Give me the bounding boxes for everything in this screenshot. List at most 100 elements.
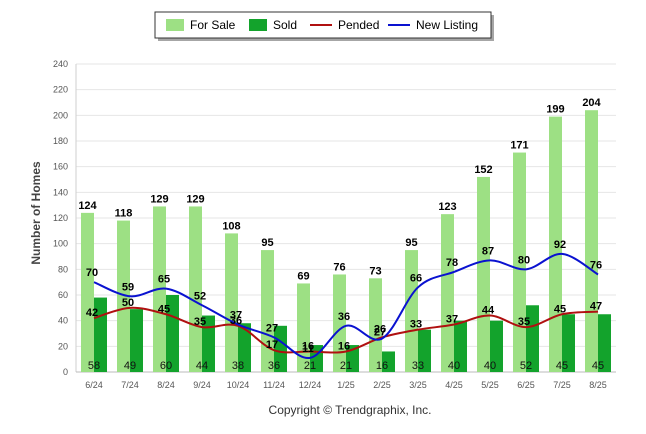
sold-bar bbox=[490, 320, 503, 372]
for-sale-bar bbox=[297, 283, 310, 372]
y-tick-label: 80 bbox=[58, 264, 68, 274]
sold-label: 60 bbox=[160, 360, 172, 372]
pended-label: 35 bbox=[194, 316, 206, 328]
new-listing-label: 92 bbox=[554, 239, 566, 251]
pended-label: 50 bbox=[122, 297, 134, 309]
x-tick-label: 11/24 bbox=[263, 380, 285, 390]
for-sale-bar bbox=[477, 176, 490, 372]
for-sale-label: 199 bbox=[546, 104, 564, 116]
legend-pended-text: Pended bbox=[338, 18, 379, 32]
x-tick-label: 4/25 bbox=[445, 380, 463, 390]
pended-label: 27 bbox=[374, 326, 386, 338]
pended-label: 42 bbox=[86, 307, 98, 319]
for-sale-label: 171 bbox=[510, 140, 528, 152]
copyright: Copyright © Trendgraphix, Inc. bbox=[269, 403, 432, 417]
lines bbox=[93, 252, 599, 359]
for-sale-label: 76 bbox=[333, 261, 345, 273]
for-sale-bar bbox=[225, 233, 238, 372]
for-sale-label: 124 bbox=[78, 200, 97, 212]
for-sale-bar bbox=[117, 220, 130, 372]
axes: 0 20 40 60 80 100 120 140 160 180 200 220 240 6/24 7/2… bbox=[53, 59, 616, 390]
for-sale-label: 69 bbox=[297, 270, 309, 282]
x-tick-label: 6/24 bbox=[85, 380, 103, 390]
x-tick-label: 3/25 bbox=[409, 380, 427, 390]
x-tick-label: 7/24 bbox=[121, 380, 139, 390]
for-sale-label: 95 bbox=[261, 237, 273, 249]
for-sale-bar bbox=[441, 214, 454, 372]
for-sale-bar bbox=[369, 278, 382, 372]
y-tick-label: 100 bbox=[53, 239, 68, 249]
for-sale-bar bbox=[261, 250, 274, 372]
y-tick-label: 160 bbox=[53, 162, 68, 172]
x-tick-label: 1/25 bbox=[337, 380, 355, 390]
data-labels: 124 118 129 129 108 95 69 76 73 95 123 152 171 199 204… bbox=[78, 97, 604, 372]
for-sale-label: 73 bbox=[369, 265, 381, 277]
new-listing-label: 52 bbox=[194, 290, 206, 302]
new-listing-label: 78 bbox=[446, 257, 458, 269]
sold-bar bbox=[526, 305, 539, 372]
y-tick-label: 40 bbox=[58, 316, 68, 326]
new-listing-label: 11 bbox=[302, 343, 314, 355]
for-sale-bar bbox=[189, 206, 202, 372]
new-listing-label: 70 bbox=[86, 267, 98, 279]
pended-label: 47 bbox=[590, 301, 602, 313]
new-listing-label: 37 bbox=[230, 310, 242, 322]
for-sale-bar bbox=[405, 250, 418, 372]
x-tick-label: 6/25 bbox=[517, 380, 535, 390]
sold-label: 16 bbox=[376, 360, 388, 372]
sold-bar bbox=[454, 320, 467, 372]
sold-label: 38 bbox=[232, 360, 244, 372]
new-listing-label: 65 bbox=[158, 274, 170, 286]
y-tick-label: 0 bbox=[63, 367, 68, 377]
sold-label: 36 bbox=[268, 360, 280, 372]
pended-label: 36 bbox=[230, 315, 242, 327]
sold-label: 21 bbox=[304, 360, 316, 372]
pended-label: 17 bbox=[266, 339, 278, 351]
for-sale-bar bbox=[585, 110, 598, 372]
new-listing-label: 87 bbox=[482, 245, 494, 257]
sold-label: 45 bbox=[556, 360, 568, 372]
legend-for-sale-text: For Sale bbox=[190, 18, 236, 32]
sold-label: 21 bbox=[340, 360, 352, 372]
new-listing-label: 59 bbox=[122, 281, 134, 293]
for-sale-label: 204 bbox=[582, 97, 601, 109]
sold-bar bbox=[130, 309, 143, 372]
for-sale-label: 118 bbox=[115, 208, 133, 220]
sold-label: 52 bbox=[520, 360, 532, 372]
pended-label: 44 bbox=[482, 305, 495, 317]
pended-label: 35 bbox=[518, 316, 530, 328]
for-sale-label: 129 bbox=[186, 193, 204, 205]
bars bbox=[81, 110, 611, 372]
pended-label: 16 bbox=[302, 340, 314, 352]
for-sale-bar bbox=[549, 116, 562, 372]
y-tick-label: 60 bbox=[58, 290, 68, 300]
x-tick-label: 2/25 bbox=[373, 380, 391, 390]
sold-label: 45 bbox=[592, 360, 604, 372]
sold-bar bbox=[562, 314, 575, 372]
sold-label: 40 bbox=[484, 360, 496, 372]
legend-for-sale-swatch bbox=[166, 19, 184, 31]
sold-bar bbox=[598, 314, 611, 372]
pended-label: 45 bbox=[158, 303, 170, 315]
new-listing-line bbox=[93, 252, 599, 359]
y-tick-label: 180 bbox=[53, 136, 68, 146]
sold-bar bbox=[346, 345, 359, 372]
pended-label: 33 bbox=[410, 319, 422, 331]
y-tick-label: 20 bbox=[58, 341, 68, 351]
y-tick-label: 140 bbox=[53, 187, 68, 197]
for-sale-bar bbox=[81, 212, 94, 372]
pended-line bbox=[93, 306, 599, 354]
sold-label: 40 bbox=[448, 360, 460, 372]
x-tick-label: 5/25 bbox=[481, 380, 499, 390]
y-tick-label: 200 bbox=[53, 110, 68, 120]
new-listing-label: 36 bbox=[338, 311, 350, 323]
x-tick-label: 9/24 bbox=[193, 380, 211, 390]
sold-bar bbox=[382, 351, 395, 372]
for-sale-bar bbox=[333, 274, 346, 372]
pended-label: 37 bbox=[446, 314, 458, 326]
pended-label: 16 bbox=[338, 340, 350, 352]
sold-bar bbox=[238, 323, 251, 372]
new-listing-label: 66 bbox=[410, 272, 422, 284]
sold-bar bbox=[274, 325, 287, 372]
